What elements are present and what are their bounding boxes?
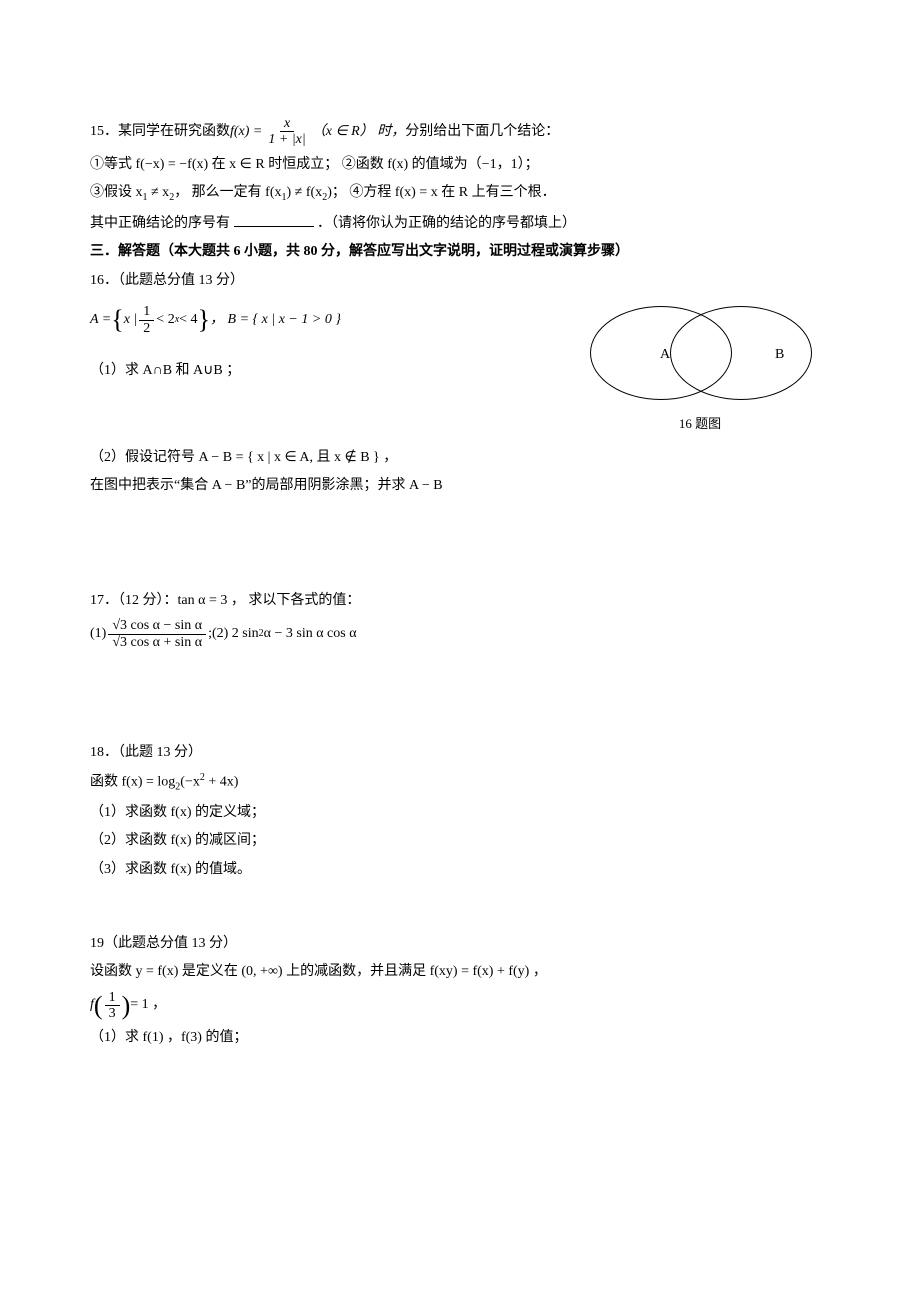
q15-i3b: ， 那么一定有 f(x [174, 185, 281, 200]
q17-p1: (1) [90, 623, 106, 645]
q15-domain: （x ∈ R） 时， [312, 121, 405, 143]
q15-tail-b: ．（请将你认为正确的结论的序号都填上） [317, 216, 576, 231]
q15-frac-num: x [280, 116, 294, 132]
q15-tail-a: 其中正确结论的序号有 [90, 216, 230, 231]
q17-p2: (2) 2 sin [212, 623, 259, 645]
q17-frac1: √3 cos α − sin α √3 cos α + sin α [108, 618, 206, 650]
q17-f1-num: √3 cos α − sin α [108, 618, 206, 634]
section3-heading: 三．解答题（本大题共 6 小题，共 80 分，解答应写出文字说明，证明过程或演算… [90, 241, 830, 263]
q15-i3a: ③假设 x [90, 185, 143, 200]
q19-p1: （1）求 f(1) ，f(3) 的值； [90, 1027, 830, 1049]
blank-line [234, 212, 314, 227]
q18-func: 函数 f(x) = log2(−x2 + 4x) [90, 770, 830, 795]
q19-frac-den: 3 [105, 1006, 120, 1021]
q17-tail: 求以下各式的值： [248, 593, 360, 608]
q18-p1: （1）求函数 f(x) 的定义域； [90, 802, 830, 824]
q17-p2b: α − 3 sin α cos α [264, 623, 357, 645]
q19-head: 19（此题总分值 13 分） [90, 933, 830, 955]
q15-item12-text: ①等式 f(−x) = −f(x) 在 x ∈ R 时恒成立； ②函数 f(x)… [90, 157, 539, 172]
q17-f1-den: √3 cos α + sin α [108, 635, 206, 650]
q19-eq1: = 1 ， [130, 994, 166, 1016]
q15-frac: x 1 + |x| [264, 116, 309, 148]
q19-fcond: f ( 1 3 ) = 1 ， [90, 990, 830, 1022]
q15-ne: ≠ x [148, 185, 170, 200]
q19-frac: 1 3 [105, 990, 120, 1022]
q16-B: ， B = { x | x − 1 > 0 } [210, 309, 341, 331]
venn-circle-b [670, 306, 812, 400]
q16-A-pre: A = [90, 309, 111, 331]
q16-half-den: 2 [139, 321, 154, 336]
q15-num: 15． [90, 121, 118, 143]
venn-label-a: A [660, 344, 670, 366]
q16-p3: 在图中把表示“集合 A − B”的局部用阴影涂黑；并求 A − B [90, 475, 830, 497]
q15-i3d: )； ④方程 f(x) = x 在 R 上有三个根． [327, 185, 555, 200]
q15-items34: ③假设 x1 ≠ x2， 那么一定有 f(x1) ≠ f(x2)； ④方程 f(… [90, 182, 830, 206]
q18-func-a: 函数 f(x) = log [90, 775, 175, 790]
q16-fig-caption: 16 题图 [570, 414, 830, 435]
q16-half-num: 1 [139, 304, 154, 320]
q19-line1: 设函数 y = f(x) 是定义在 (0, +∞) 上的减函数，并且满足 f(x… [90, 961, 830, 983]
q16-A-mid-b: < 2 [156, 309, 174, 331]
q16-head: 16．（此题总分值 13 分） [90, 270, 830, 292]
q16-sets: A = { x | 1 2 < 2x < 4 } ， B = { x | x −… [90, 304, 570, 336]
q19-frac-num: 1 [105, 990, 120, 1006]
q17-expr: (1) √3 cos α − sin α √3 cos α + sin α ; … [90, 618, 830, 650]
q15-line1: 15． 某同学在研究函数 f(x) = x 1 + |x| （x ∈ R） 时，… [90, 116, 830, 148]
q16-half: 1 2 [139, 304, 154, 336]
venn-label-b: B [775, 344, 784, 366]
q16-figure: A B 16 题图 [570, 298, 830, 441]
q18-p2: （2）求函数 f(x) 的减区间； [90, 830, 830, 852]
q18-head: 18．（此题 13 分） [90, 742, 830, 764]
q15-intro-b: 分别给出下面几个结论： [405, 121, 559, 143]
q15-i3c: ) ≠ f(x [287, 185, 323, 200]
q15-frac-den: 1 + |x| [264, 132, 309, 147]
q17-head: 17．（12 分）：tan α = 3 ， 求以下各式的值： [90, 590, 830, 612]
q16-A-mid-c: < 4 [179, 309, 197, 331]
q18-func-c: + 4x) [205, 775, 239, 790]
venn-diagram: A B [580, 298, 820, 408]
q18-p3: （3）求函数 f(x) 的值域。 [90, 859, 830, 881]
q17-head-text: 17．（12 分）：tan α = 3 ， [90, 593, 245, 608]
q18-func-b: (−x [180, 775, 200, 790]
q15-intro-a: 某同学在研究函数 [118, 121, 230, 143]
q15-fx-lhs: f(x) = [230, 121, 262, 143]
q15-items12: ①等式 f(−x) = −f(x) 在 x ∈ R 时恒成立； ②函数 f(x)… [90, 154, 830, 176]
q16-p1: （1）求 A∩B 和 A∪B ； [90, 360, 570, 382]
q16-p2: （2）假设记符号 A − B = { x | x ∈ A, 且 x ∉ B } … [90, 447, 830, 469]
q15-tail: 其中正确结论的序号有 ．（请将你认为正确的结论的序号都填上） [90, 212, 830, 235]
q16-A-mid-a: x | [124, 309, 138, 331]
q16-row: A = { x | 1 2 < 2x < 4 } ， B = { x | x −… [90, 298, 830, 441]
